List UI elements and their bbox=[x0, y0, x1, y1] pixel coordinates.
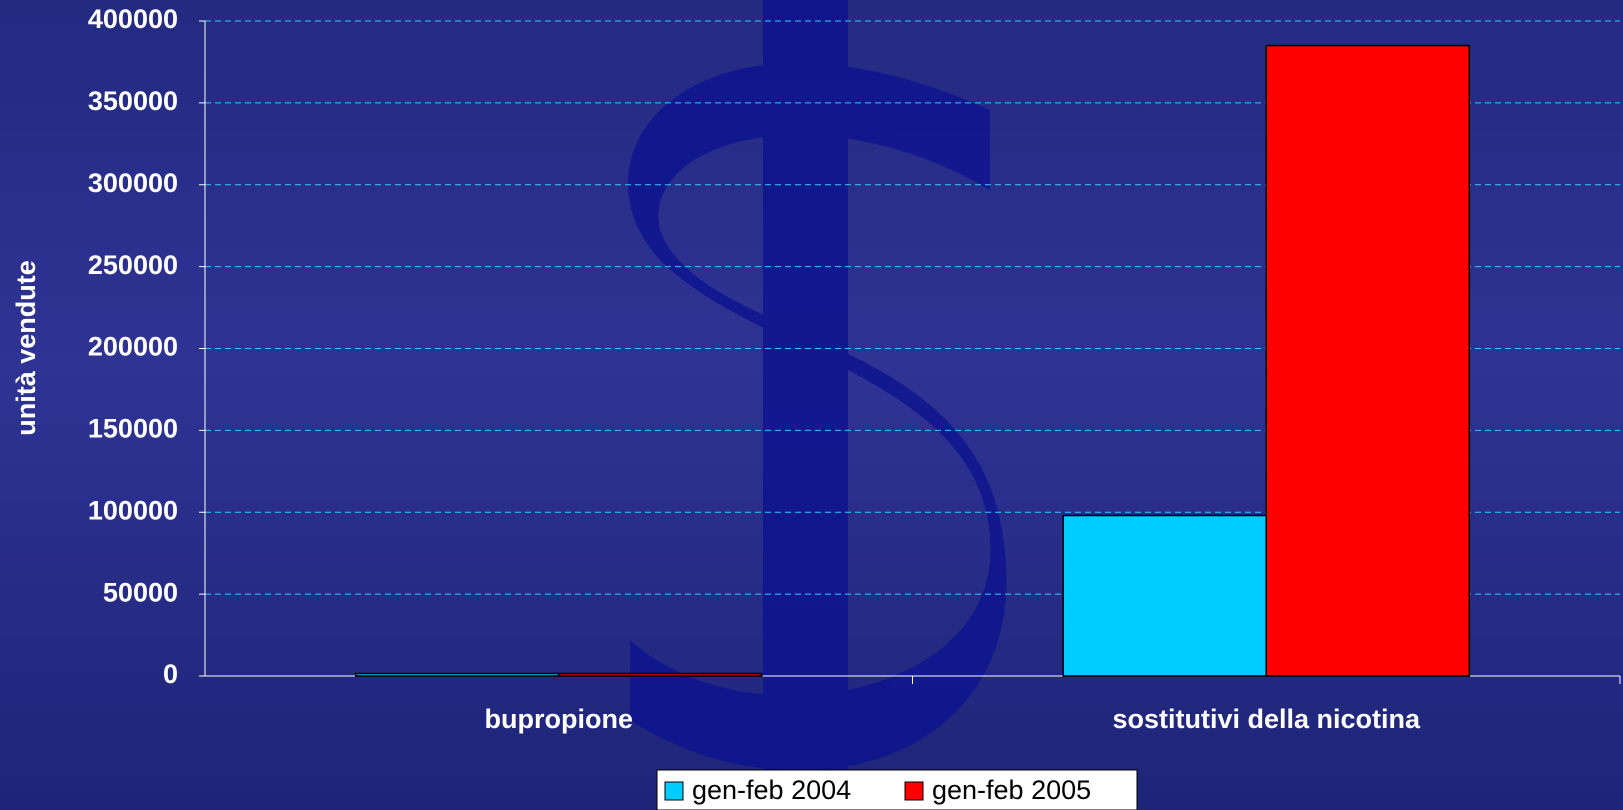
y-tick-label: 300000 bbox=[88, 168, 178, 198]
x-tick-label: bupropione bbox=[485, 704, 633, 734]
y-tick-label: 100000 bbox=[88, 495, 178, 525]
bar bbox=[1063, 516, 1266, 676]
x-tick-label: sostitutivi della nicotina bbox=[1112, 704, 1421, 734]
y-tick-label: 250000 bbox=[88, 250, 178, 280]
y-axis-label: unità vendute bbox=[11, 260, 41, 436]
legend-label: gen-feb 2004 bbox=[692, 775, 851, 805]
chart: unità vendute 0 50000 100000 150000 200000 25… bbox=[0, 0, 1623, 810]
y-tick-label: 350000 bbox=[88, 86, 178, 116]
y-tick-label: 0 bbox=[163, 659, 178, 689]
bar bbox=[559, 674, 762, 676]
y-tick-label: 400000 bbox=[88, 4, 178, 34]
bar bbox=[1266, 46, 1469, 676]
legend-swatch bbox=[665, 782, 683, 800]
legend-swatch bbox=[905, 782, 923, 800]
bar bbox=[356, 674, 559, 676]
y-tick-label: 50000 bbox=[103, 577, 178, 607]
y-tick-label: 150000 bbox=[88, 414, 178, 444]
legend-label: gen-feb 2005 bbox=[932, 775, 1091, 805]
y-tick-label: 200000 bbox=[88, 332, 178, 362]
